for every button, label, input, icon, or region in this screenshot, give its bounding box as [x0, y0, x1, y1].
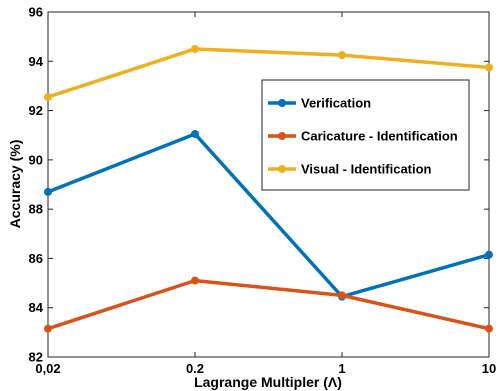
y-tick-label: 86	[29, 251, 43, 266]
series-line	[47, 278, 490, 331]
x-tick-label: 0,02	[35, 361, 60, 376]
y-tick-label: 84	[29, 300, 44, 315]
legend-label: Visual - Identification	[301, 162, 432, 177]
legend-swatch-marker	[278, 165, 286, 173]
data-point	[191, 276, 199, 285]
legend-box	[261, 79, 470, 191]
legend-swatch-marker	[278, 132, 286, 140]
data-point	[338, 291, 346, 300]
series-line	[47, 132, 490, 299]
x-axis: 0,02 0.2 1 10	[35, 12, 496, 376]
x-tick-label: 10	[482, 361, 496, 376]
y-tick-label: 96	[29, 5, 43, 20]
legend: Verification Caricature - Identification V…	[261, 79, 470, 191]
y-tick-label: 90	[29, 152, 43, 167]
y-tick-label: 92	[29, 103, 43, 118]
y-axis: 82 84 86 88 90 92 94 96	[29, 5, 489, 365]
y-tick-label: 88	[29, 202, 43, 217]
data-point	[191, 44, 199, 53]
x-tick-label: 1	[338, 361, 345, 376]
legend-label: Verification	[301, 96, 371, 111]
x-tick-label: 0.2	[186, 361, 204, 376]
data-point	[44, 187, 52, 196]
data-point	[485, 250, 493, 259]
data-point	[485, 324, 493, 333]
data-point	[191, 129, 199, 138]
data-point	[485, 63, 493, 72]
data-point	[338, 51, 346, 60]
legend-label: Caricature - Identification	[301, 129, 458, 144]
data-point	[44, 324, 52, 333]
y-tick-label: 94	[29, 54, 44, 69]
x-axis-title: Lagrange Multipler (Λ)	[194, 374, 342, 390]
series-line	[47, 47, 490, 99]
y-tick-label: 82	[29, 350, 43, 365]
series-layer	[44, 44, 493, 333]
y-axis-title: Accuracy (%)	[7, 140, 23, 229]
data-point	[44, 93, 52, 102]
legend-swatch-marker	[278, 99, 286, 107]
